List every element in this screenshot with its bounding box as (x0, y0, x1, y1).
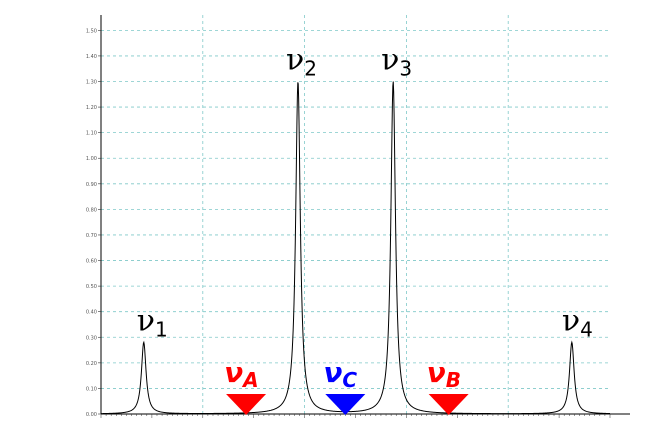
frequency-markers: νA νC νB (224, 356, 469, 415)
y-tick-label: 1.30 (86, 80, 97, 86)
y-ticks: 0.00 0.10 0.20 0.30 0.40 0.50 0.60 0.70 0.80 0.90… (86, 28, 101, 418)
y-tick-label: 1.40 (86, 54, 97, 60)
y-tick-label: 1.00 (86, 156, 97, 162)
y-tick-label: 0.90 (86, 182, 97, 188)
y-tick-label: 0.60 (86, 259, 97, 265)
marker-label-C: νC (323, 356, 357, 392)
y-tick-label: 0.70 (86, 233, 97, 239)
y-tick-label: 0.40 (86, 310, 97, 316)
peak-label-1: ν1 (137, 303, 168, 341)
peak-label-3: ν3 (381, 43, 412, 81)
y-tick-label: 0.20 (86, 361, 97, 367)
y-tick-label: 0.50 (86, 284, 97, 290)
y-tick-label: 1.20 (86, 105, 97, 111)
marker-triangle-A (226, 394, 267, 415)
peak-label-4: ν4 (562, 303, 593, 341)
y-tick-label: 1.50 (86, 28, 97, 34)
peak-labels: ν1 ν2 ν3 ν4 (137, 43, 593, 342)
y-tick-label: 0.00 (86, 412, 97, 418)
y-tick-label: 0.80 (86, 207, 97, 213)
marker-triangle-B (428, 394, 469, 415)
y-tick-label: 0.10 (86, 386, 97, 392)
peak-label-2: ν2 (286, 43, 317, 81)
y-tick-label: 0.30 (86, 335, 97, 341)
grid (101, 15, 610, 414)
axes (100, 15, 630, 418)
marker-label-B: νB (427, 356, 461, 392)
spectrum-curve (101, 81, 611, 415)
marker-label-A: νA (224, 356, 259, 392)
y-tick-label: 1.10 (86, 131, 97, 137)
marker-triangle-C (325, 394, 366, 415)
